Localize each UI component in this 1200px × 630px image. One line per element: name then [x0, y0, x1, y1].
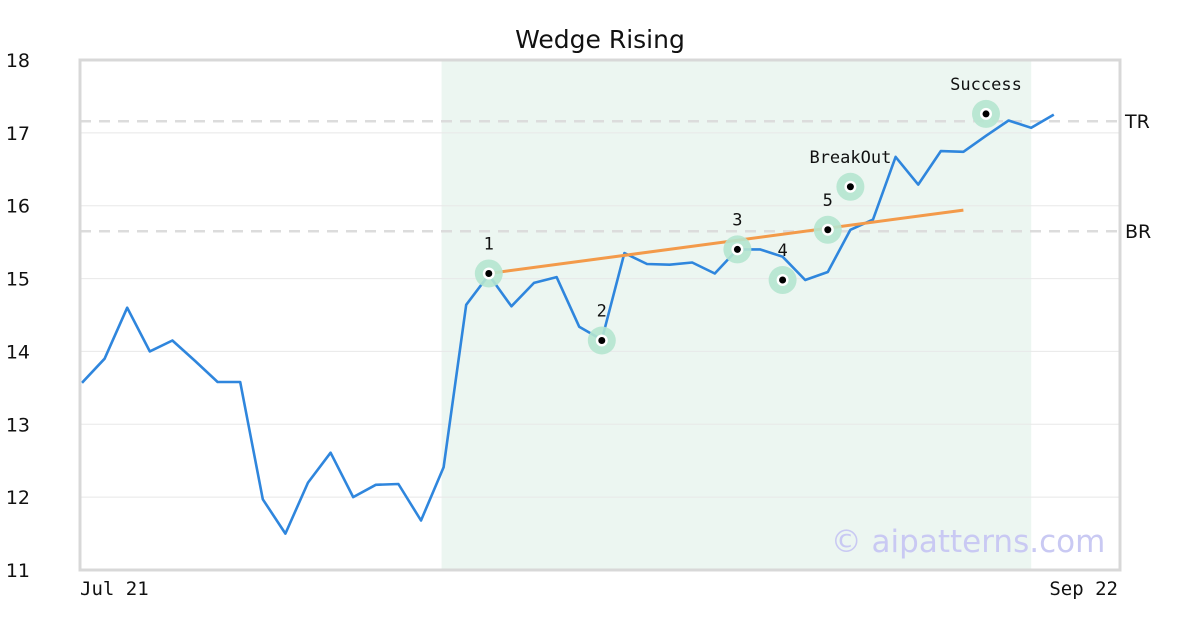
pattern-point-marker	[824, 226, 832, 234]
y-tick-label: 14	[6, 341, 30, 363]
pattern-points: 1 2 3 4 5 BreakOut Success	[474, 75, 1022, 355]
price-series-line	[81, 113, 1055, 535]
plot-frame	[78, 58, 1122, 572]
pattern-point-marker	[982, 110, 990, 118]
pattern-point-label: 2	[597, 302, 607, 322]
y-tick-label: 13	[6, 414, 30, 436]
pattern-region	[441, 60, 1032, 570]
y-tick-label: 11	[6, 560, 30, 582]
x-tick-label-start: Jul 21	[80, 578, 149, 600]
watermark: © aipatterns.com	[831, 524, 1106, 560]
y-tick-label: 16	[6, 196, 30, 218]
pattern-point-marker	[598, 337, 606, 344]
level-label-tr: TR	[1124, 111, 1150, 133]
pattern-point-label: 4	[777, 241, 787, 261]
y-axis-ticks: 11 12 13 14 15 16 17 18	[6, 50, 30, 582]
pattern-point-label: 5	[823, 191, 833, 211]
pattern-point-marker	[779, 276, 787, 284]
chart-title: Wedge Rising	[515, 25, 685, 54]
y-tick-label: 17	[6, 123, 30, 145]
pattern-point-label: 1	[484, 234, 494, 254]
pattern-point-marker	[485, 269, 493, 277]
level-label-br: BR	[1125, 221, 1151, 243]
pattern-point-label: BreakOut	[809, 148, 891, 168]
pattern-point-marker	[733, 245, 741, 253]
y-tick-label: 18	[6, 50, 30, 72]
pattern-point-label: 3	[732, 210, 742, 230]
y-tick-label: 15	[6, 269, 30, 291]
y-tick-label: 12	[6, 487, 30, 509]
levels: TR BR	[80, 111, 1151, 243]
x-tick-label-end: Sep 22	[1049, 578, 1118, 600]
pattern-point-marker	[846, 183, 854, 191]
pattern-point-label: Success	[950, 75, 1022, 95]
